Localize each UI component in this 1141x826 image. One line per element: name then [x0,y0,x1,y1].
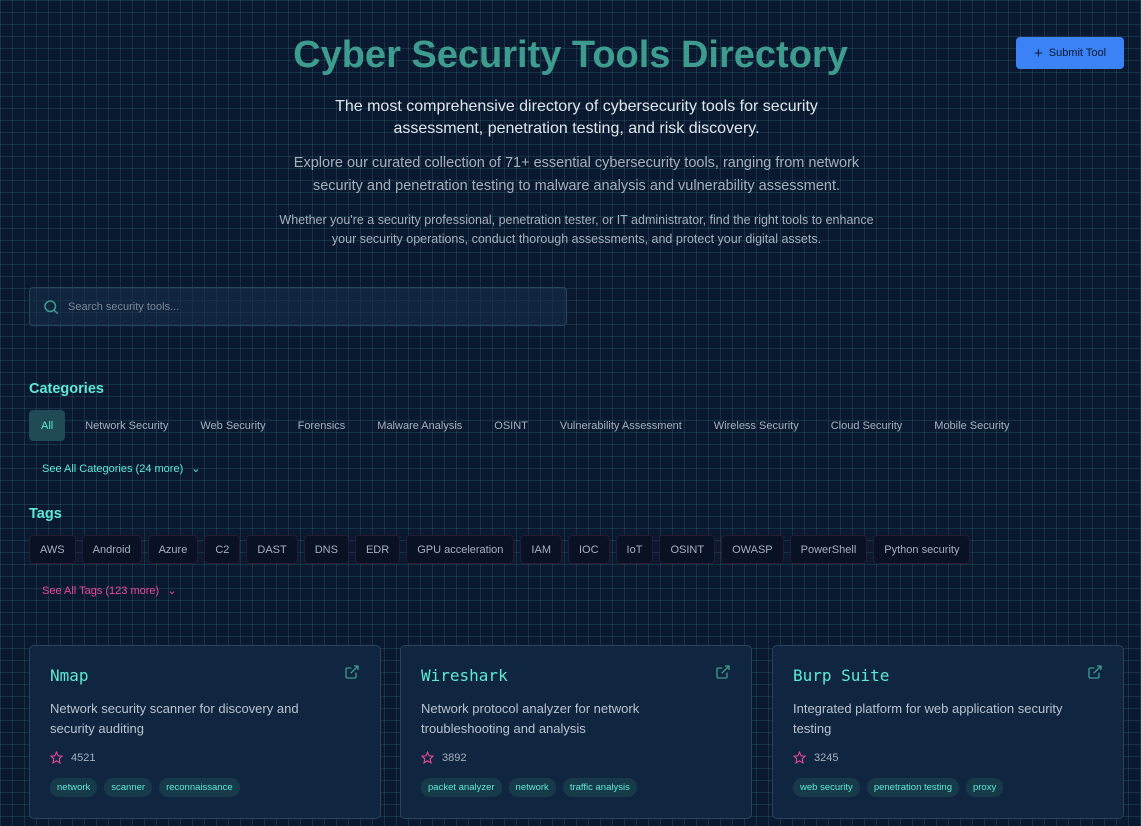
tag-ioc[interactable]: IOC [567,535,610,564]
tags-heading: Tags [29,506,62,522]
tool-card[interactable]: Burp Suite Integrated platform for web a… [772,645,1124,819]
tool-description: Network security scanner for discovery a… [50,701,299,736]
star-count-value: 3245 [814,751,839,764]
subtitle: The most comprehensive directory of cybe… [335,98,818,137]
tool-name[interactable]: Nmap [50,666,89,685]
tool-tag[interactable]: packet analyzer [421,778,502,797]
external-link-icon[interactable] [1087,664,1103,680]
category-network-security[interactable]: Network Security [85,419,169,432]
tool-tag[interactable]: proxy [965,778,1004,797]
external-link-icon[interactable] [344,664,360,680]
chevron-down-icon: ⌄ [167,585,177,597]
tool-name[interactable]: Wireshark [421,666,508,685]
plus-icon: + [1033,44,1043,62]
page-title: Cyber Security Tools Directory [293,34,848,76]
tag-iam[interactable]: IAM [520,535,562,564]
tag-osint[interactable]: OSINT [659,535,716,564]
tag-powershell[interactable]: PowerShell [789,535,868,564]
tool-card[interactable]: Wireshark Network protocol analyzer for … [400,645,752,819]
tool-tag[interactable]: network [508,778,556,797]
see-all-tags-label: See All Tags (123 more) [42,584,160,597]
tag-azure[interactable]: Azure [147,535,199,564]
star-icon [50,751,63,764]
category-web-security[interactable]: Web Security [200,419,266,432]
tool-description: Integrated platform for web application … [793,701,1063,736]
tag-dns[interactable]: DNS [303,535,349,564]
tag-iot[interactable]: IoT [615,535,654,564]
tool-card[interactable]: Nmap Network security scanner for discov… [29,645,381,819]
star-icon [421,751,434,764]
category-osint[interactable]: OSINT [494,419,528,432]
submit-tool-label: Submit Tool [1048,47,1107,59]
detail-text: Whether you're a security professional, … [279,213,874,246]
categories-heading: Categories [29,381,104,397]
tool-tag[interactable]: scanner [104,778,153,797]
category-wireless-security[interactable]: Wireless Security [713,419,799,432]
tool-tag[interactable]: traffic analysis [562,778,637,797]
category-list: All Network Security Web Security Forensics… [29,410,1029,441]
search-input[interactable] [68,300,548,313]
tool-tag[interactable]: reconnaissance [159,778,240,797]
star-count: 3245 [793,751,838,764]
category-vulnerability-assessment[interactable]: Vulnerability Assessment [559,419,682,432]
search-icon [44,299,59,314]
tool-tag[interactable]: web security [793,778,860,797]
tool-tag[interactable]: network [50,778,98,797]
tag-python-security[interactable]: Python security [873,535,971,564]
external-link-icon[interactable] [715,664,731,680]
category-cloud-security[interactable]: Cloud Security [830,419,903,432]
category-malware-analysis[interactable]: Malware Analysis [377,419,463,432]
see-all-tags-button[interactable]: See All Tags (123 more) ⌄ [42,584,177,598]
tag-c2[interactable]: C2 [204,535,241,564]
tag-aws[interactable]: AWS [29,535,76,564]
chevron-down-icon: ⌄ [191,463,201,475]
star-count: 3892 [421,751,466,764]
tag-list: AWS Android Azure C2 DAST DNS EDR GPU accelerat… [29,535,976,564]
intro-text: Explore our curated collection of 71+ es… [293,155,860,194]
tag-owasp[interactable]: OWASP [721,535,784,564]
tag-gpu-acceleration[interactable]: GPU acceleration [406,535,515,564]
star-icon [793,751,806,764]
see-all-categories-label: See All Categories (24 more) [42,462,184,475]
search-box[interactable] [29,287,567,326]
see-all-categories-button[interactable]: See All Categories (24 more) ⌄ [42,462,201,476]
category-forensics[interactable]: Forensics [297,419,346,432]
category-all[interactable]: All [29,410,66,441]
tag-dast[interactable]: DAST [246,535,298,564]
tool-description: Network protocol analyzer for network tr… [421,701,640,736]
category-mobile-security[interactable]: Mobile Security [934,419,1010,432]
tool-tag[interactable]: penetration testing [866,778,959,797]
tag-android[interactable]: Android [81,535,142,564]
tool-name[interactable]: Burp Suite [793,666,890,685]
star-count: 4521 [50,751,95,764]
star-count-value: 4521 [71,751,96,764]
submit-tool-button[interactable]: + Submit Tool [1016,37,1124,69]
star-count-value: 3892 [442,751,467,764]
tag-edr[interactable]: EDR [354,535,401,564]
